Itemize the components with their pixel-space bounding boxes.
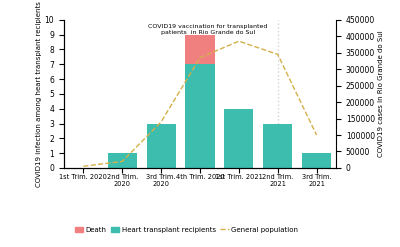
Bar — [108, 153, 137, 168]
Bar — [146, 124, 176, 168]
Y-axis label: COVID19 infection among heart transplant recipients: COVID19 infection among heart transplant… — [36, 1, 42, 187]
Bar — [302, 153, 331, 168]
Bar — [186, 35, 214, 64]
Y-axis label: COVID19 cases in Rio Grande do Sul: COVID19 cases in Rio Grande do Sul — [378, 30, 384, 157]
Bar — [186, 64, 214, 168]
Bar — [224, 109, 254, 168]
Legend: Death, Heart transplant recipients, General population: Death, Heart transplant recipients, Gene… — [72, 224, 301, 236]
Text: COVID19 vaccination for transplanted
patients  in Rio Grande do Sul: COVID19 vaccination for transplanted pat… — [148, 24, 268, 35]
Bar — [263, 124, 292, 168]
